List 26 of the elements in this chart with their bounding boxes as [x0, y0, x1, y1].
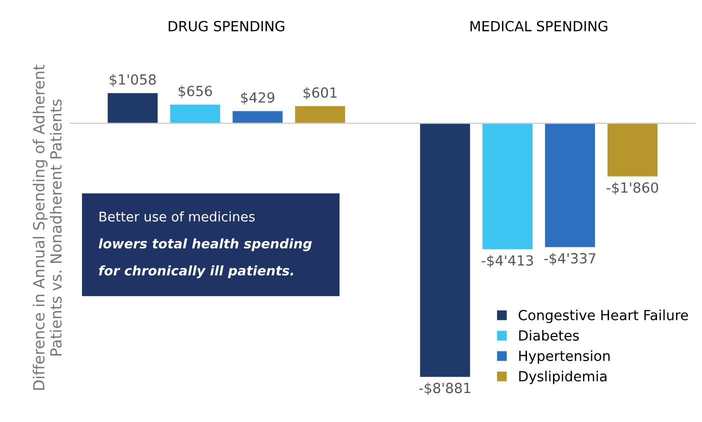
x-tick-label: DRUG SPENDING — [168, 20, 284, 32]
annotation: lowers total health spending — [98, 238, 312, 252]
data-label: -$4'413 — [482, 254, 533, 268]
bar — [170, 104, 220, 124]
x-tick-label: MEDICAL SPENDING — [470, 20, 608, 32]
y-axis-title: Difference in Annual Spending of Adherent Patients vs. Nonadherent Patients — [32, 64, 62, 390]
bar — [608, 123, 658, 176]
data-label: -$8'881 — [419, 382, 470, 396]
data-label: $429 — [241, 92, 274, 105]
annotation: Better use of medicines — [100, 211, 255, 222]
data-label: $1'058 — [110, 74, 156, 87]
legend-label: Dyslipidemia — [519, 370, 606, 384]
data-label: $601 — [304, 87, 336, 100]
data-label: $656 — [178, 85, 212, 98]
bar — [295, 106, 346, 124]
legend-label: Congestive Heart Failure — [518, 310, 688, 324]
legend-label: Hypertension — [519, 350, 610, 364]
legend-label: Diabetes — [519, 330, 579, 341]
bar — [420, 123, 470, 377]
bar — [545, 123, 596, 248]
bar — [232, 111, 283, 124]
annotation: for chronically ill patients. — [98, 265, 294, 278]
data-label: -$1'860 — [606, 182, 658, 195]
bar — [482, 123, 533, 250]
bar — [108, 93, 158, 124]
data-label: -$4'337 — [544, 252, 596, 266]
